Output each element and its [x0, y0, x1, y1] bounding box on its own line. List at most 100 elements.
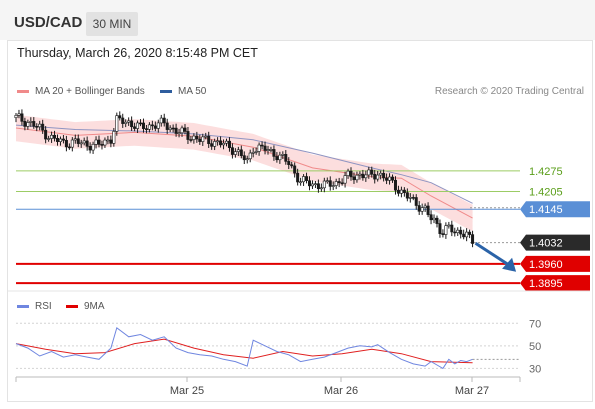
candle-body	[370, 169, 374, 175]
candle-body	[70, 139, 74, 148]
candle-body	[41, 123, 45, 131]
candle-body	[97, 139, 101, 145]
candle-body	[94, 139, 98, 145]
candle-body	[328, 180, 332, 187]
x-label-Mar-26: Mar 26	[324, 385, 358, 397]
candle-body	[222, 142, 226, 146]
candle-body	[141, 122, 145, 129]
candle-body	[275, 156, 279, 161]
candle-body	[284, 154, 288, 162]
candle-body	[426, 205, 430, 215]
candle-body	[79, 142, 83, 145]
candle-body	[207, 135, 211, 144]
ma50-line	[15, 124, 473, 204]
candle-body	[468, 231, 472, 235]
candle-body	[201, 136, 205, 142]
candle-body	[112, 131, 116, 144]
candle-body	[278, 154, 282, 161]
candle-body	[20, 113, 24, 122]
last-price-tag	[520, 234, 590, 251]
candle-body	[245, 158, 249, 161]
candle-body	[322, 180, 326, 189]
candle-body	[213, 141, 217, 147]
candle-body	[319, 187, 323, 190]
legend-9ma-label: 9MA	[84, 301, 105, 312]
candle-body	[198, 138, 202, 142]
candle-body	[29, 121, 33, 123]
candle-body	[254, 151, 258, 153]
candle-body	[281, 154, 285, 156]
candle-body	[296, 172, 300, 183]
level-label-1.4275: 1.4275	[529, 166, 563, 178]
candle-body	[471, 234, 475, 244]
candle-body	[459, 229, 463, 235]
candle-body	[257, 144, 261, 152]
header-bar: USD/CAD 30 MIN	[0, 0, 595, 40]
candle-body	[465, 231, 469, 238]
x-label-Mar-25: Mar 25	[170, 385, 204, 397]
candle-body	[118, 115, 122, 119]
candle-body	[168, 127, 172, 130]
candle-body	[302, 176, 306, 183]
candle-body	[106, 139, 110, 142]
candle-body	[44, 129, 48, 140]
candle-body	[147, 124, 151, 130]
candle-body	[402, 189, 406, 193]
candle-body	[56, 138, 60, 142]
symbol-label: USD/CAD	[14, 14, 83, 31]
candle-body	[174, 127, 178, 134]
candle-body	[423, 205, 427, 208]
candle-body	[38, 123, 42, 128]
legend-9ma: 9MA	[66, 301, 105, 312]
candle-body	[313, 183, 317, 185]
candle-body	[156, 122, 160, 129]
candle-body	[325, 180, 329, 182]
forecast-arrow-shaft	[474, 241, 511, 268]
candle-body	[162, 117, 166, 124]
level-label-1.4205: 1.4205	[529, 187, 563, 199]
timeframe-button[interactable]: 30 MIN	[86, 12, 138, 36]
candle-body	[26, 122, 30, 127]
candle-body	[216, 140, 220, 143]
legend-rsi: RSI	[17, 301, 52, 312]
candle-body	[352, 176, 356, 181]
candle-body	[337, 181, 341, 184]
candle-body	[263, 145, 267, 151]
candle-body	[450, 224, 454, 233]
candle-body	[396, 189, 400, 194]
candle-body	[130, 120, 134, 128]
candle-body	[391, 176, 395, 181]
candle-body	[299, 181, 303, 184]
rsi-line	[15, 326, 473, 370]
level-label-1.3895: 1.3895	[529, 278, 563, 290]
candle-body	[47, 138, 51, 140]
candle-body	[100, 144, 104, 146]
candle-body	[290, 164, 294, 167]
candle-body	[153, 125, 157, 129]
research-credit: Research © 2020 Trading Central	[434, 86, 584, 97]
candle-body	[103, 139, 107, 146]
candle-body	[379, 172, 383, 176]
candle-body	[420, 207, 424, 212]
candle-body	[82, 140, 86, 144]
candle-body	[183, 127, 187, 132]
candle-body	[67, 146, 71, 149]
candle-body	[32, 121, 36, 127]
candle-body	[266, 149, 270, 151]
candle-body	[230, 147, 234, 155]
candle-body	[50, 134, 54, 139]
candle-body	[159, 117, 163, 124]
candle-body	[272, 149, 276, 157]
candle-body	[382, 172, 386, 179]
candle-body	[310, 183, 314, 187]
candle-body	[251, 152, 255, 154]
candle-body	[177, 132, 181, 135]
forecast-arrow-head	[502, 257, 517, 272]
candle-body	[358, 173, 362, 176]
bollinger-band	[16, 114, 473, 232]
candle-body	[61, 138, 65, 141]
candle-body	[23, 121, 27, 127]
timestamp-label: Thursday, March 26, 2020 8:15:48 PM CET	[17, 46, 258, 60]
rsi-tick-70: 70	[529, 318, 541, 330]
